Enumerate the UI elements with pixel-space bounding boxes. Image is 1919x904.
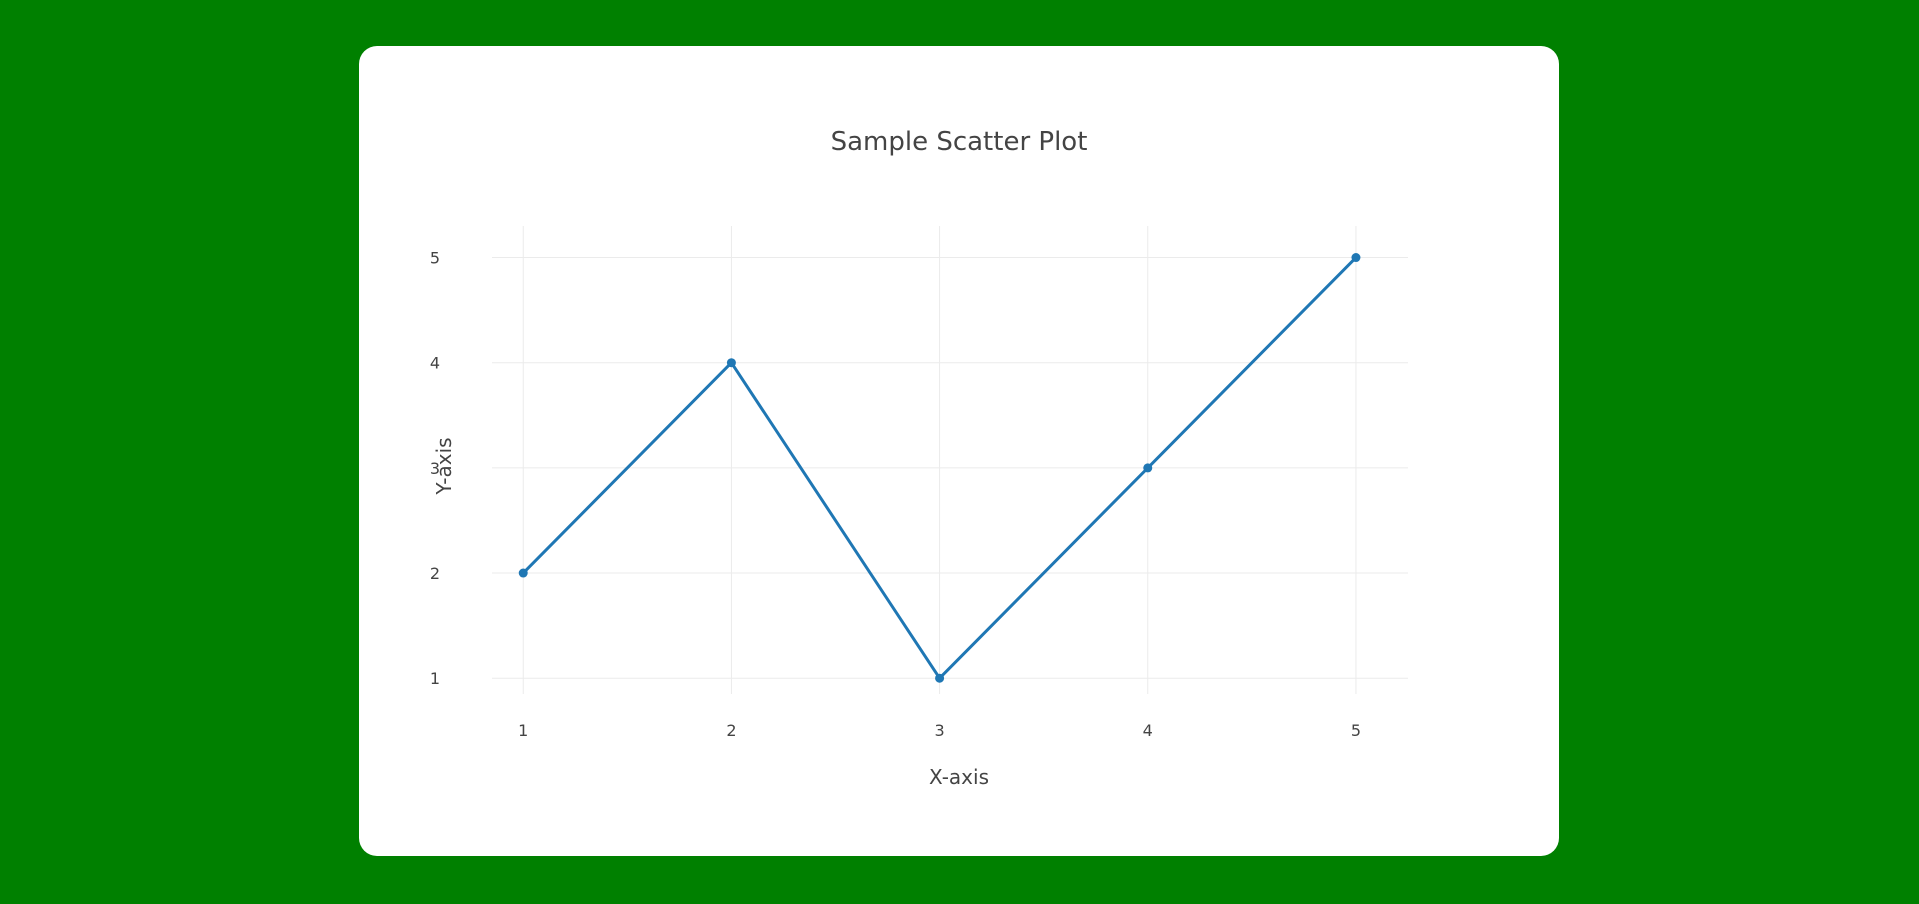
y-tick-label: 2 (430, 564, 440, 583)
grid-lines (492, 226, 1408, 694)
x-tick-label: 3 (934, 721, 944, 740)
data-point[interactable] (935, 673, 945, 683)
x-tick-label: 1 (518, 721, 528, 740)
series-layer (518, 253, 1361, 683)
data-point[interactable] (726, 358, 736, 368)
x-tick-label: 5 (1351, 721, 1361, 740)
x-axis-label: X-axis (929, 765, 989, 789)
data-point[interactable] (518, 568, 528, 578)
y-tick-label: 1 (430, 669, 440, 688)
y-tick-label: 4 (430, 354, 440, 373)
y-tick-label: 5 (430, 249, 440, 268)
chart-title: Sample Scatter Plot (831, 127, 1088, 157)
y-axis-label: Y-axis (432, 437, 456, 495)
y-tick-labels: 1 2 3 4 5 (430, 249, 440, 689)
data-point[interactable] (1143, 463, 1153, 473)
x-tick-label: 4 (1143, 721, 1153, 740)
x-tick-labels: 1 2 3 4 5 (518, 721, 1361, 740)
chart-svg: Sample Scatter Plot 1 2 3 4 5 1 2 3 4 5 X-axis Y… (430, 127, 1408, 789)
chart-card: Sample Scatter Plot 1 2 3 4 5 1 2 3 4 5 X-axis Y… (359, 46, 1559, 856)
data-point[interactable] (1351, 253, 1361, 263)
x-tick-label: 2 (726, 721, 736, 740)
y-tick-label: 3 (430, 459, 440, 478)
